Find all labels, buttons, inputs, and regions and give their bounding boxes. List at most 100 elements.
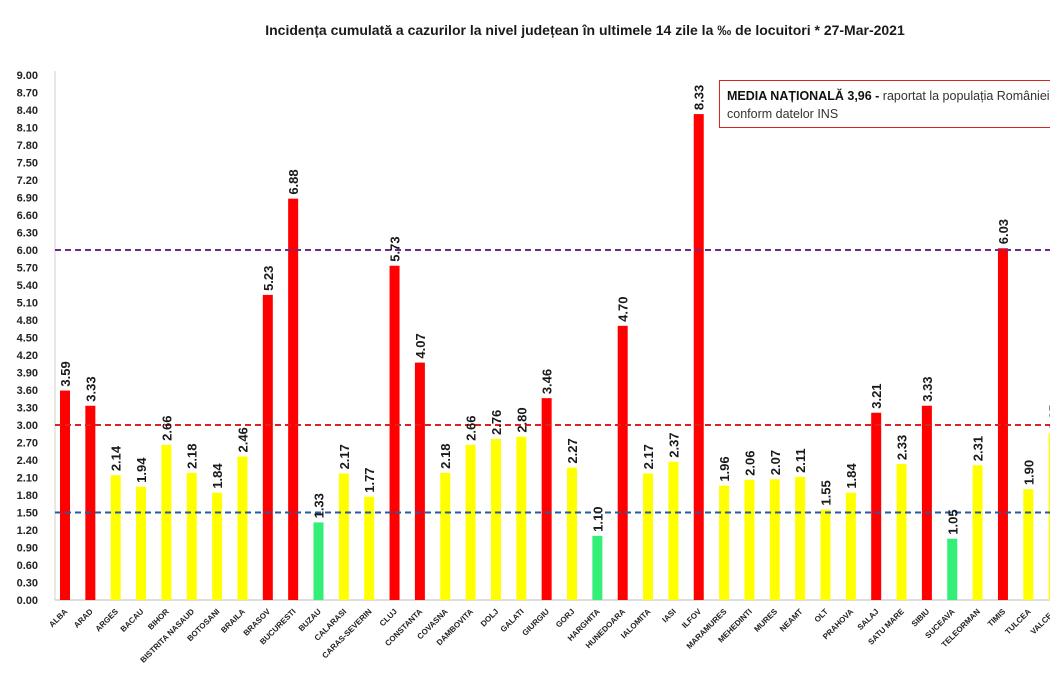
y-tick-label: 1.80	[17, 490, 38, 502]
bar-value-label: 1.10	[590, 507, 605, 532]
bar-value-label: 2.66	[464, 416, 479, 441]
y-tick-label: 7.50	[17, 158, 38, 170]
bar-covasna	[440, 472, 451, 600]
bar-bucuresti	[288, 198, 299, 600]
x-tick-label: SALAJ	[856, 607, 881, 632]
chart-title: Incidența cumulată a cazurilor la nivel …	[265, 22, 905, 38]
bar-value-label: 2.76	[489, 410, 504, 435]
x-tick-label: ARAD	[72, 607, 95, 630]
y-tick-label: 7.80	[17, 140, 38, 152]
bar-hunedoara	[617, 325, 628, 600]
y-tick-label: 8.40	[17, 105, 38, 117]
bar-value-label: 1.96	[717, 456, 732, 481]
bar-value-label: 1.05	[945, 509, 960, 534]
y-tick-label: 8.70	[17, 88, 38, 100]
y-tick-label: 4.20	[17, 350, 38, 362]
bar-satu-mare	[896, 464, 907, 600]
y-tick-label: 7.20	[17, 175, 38, 187]
national-average-annotation: MEDIA NAȚIONALĂ 3,96 - raportat la popul…	[719, 80, 1050, 128]
bar-alba	[60, 390, 70, 600]
bar-value-label: 2.17	[337, 444, 352, 469]
bar-teleorman	[972, 465, 983, 600]
y-tick-label: 9.00	[17, 70, 38, 82]
bar-value-label: 2.31	[971, 436, 986, 461]
x-tick-label: ARGES	[94, 607, 121, 634]
bar-value-label: 2.27	[565, 438, 580, 463]
y-tick-label: 6.60	[17, 210, 38, 222]
y-tick-label: 2.40	[17, 455, 38, 467]
bar-dolj	[490, 439, 501, 600]
y-tick-label: 3.60	[17, 385, 38, 397]
bar-bistrita-nasaud	[186, 472, 197, 600]
bar-gorj	[567, 467, 577, 600]
y-tick-label: 4.50	[17, 333, 38, 345]
bar-arges	[110, 475, 121, 600]
bar-value-label: 6.88	[286, 169, 301, 194]
x-tick-label: VALCEA	[1029, 607, 1050, 636]
x-tick-label: TULCEA	[1003, 607, 1032, 636]
bar-suceava	[947, 538, 958, 600]
x-tick-label: ALBA	[47, 607, 69, 629]
y-tick-label: 6.90	[17, 193, 38, 205]
x-tick-label: IASI	[660, 607, 677, 624]
bar-value-label: 2.85	[1047, 404, 1050, 429]
bar-dambovita	[465, 444, 476, 600]
bar-timis	[997, 248, 1008, 600]
bar-value-label: 4.07	[413, 333, 428, 358]
bar-value-label: 3.46	[540, 369, 555, 394]
y-tick-label: 1.50	[17, 508, 38, 520]
bar-value-label: 1.84	[844, 463, 859, 489]
bar-valcea	[1048, 433, 1050, 600]
bar-sibiu	[921, 405, 932, 600]
y-tick-label: 2.10	[17, 473, 38, 485]
bar-braila	[237, 456, 248, 600]
y-tick-label: 1.20	[17, 525, 38, 537]
bar-caras-severin	[364, 496, 375, 600]
x-tick-label: CARAS-SEVERIN	[320, 607, 373, 660]
y-tick-label: 0.00	[17, 595, 38, 607]
bar-salaj	[871, 412, 882, 600]
bar-constanta	[414, 362, 425, 600]
bar-value-label: 2.17	[641, 444, 656, 469]
bar-value-label: 5.23	[261, 266, 276, 291]
bar-ialomita	[643, 473, 654, 600]
bar-iasi	[668, 461, 679, 600]
bar-bihor	[161, 444, 172, 600]
bar-value-label: 1.94	[134, 457, 149, 483]
bar-giurgiu	[541, 398, 552, 600]
y-tick-label: 5.10	[17, 298, 38, 310]
bar-mehedinti	[744, 479, 755, 600]
x-tick-label: OLT	[813, 607, 830, 624]
bar-value-label: 2.07	[768, 450, 783, 475]
x-tick-label: TIMIS	[986, 607, 1008, 629]
bar-ilfov	[693, 114, 704, 600]
y-tick-label: 5.40	[17, 280, 38, 292]
bar-value-label: 1.77	[362, 467, 377, 492]
bar-cluj	[389, 265, 400, 600]
bar-value-label: 1.90	[1021, 460, 1036, 485]
y-tick-label: 6.00	[17, 245, 38, 257]
bar-value-label: 3.21	[869, 383, 884, 408]
annotation-text-line1: raportat la populația României	[879, 89, 1050, 103]
y-tick-label: 2.70	[17, 438, 38, 450]
bar-prahova	[845, 492, 856, 600]
bar-galati	[516, 436, 527, 600]
x-tick-label: DOLJ	[479, 607, 500, 628]
x-tick-label: CLUJ	[378, 607, 399, 628]
bar-calarasi	[338, 473, 349, 600]
bar-value-label: 2.06	[742, 451, 757, 476]
bar-value-label: 1.33	[312, 493, 327, 518]
bar-value-label: 6.03	[996, 219, 1011, 244]
bar-value-label: 2.46	[235, 427, 250, 452]
bar-value-label: 8.33	[692, 85, 707, 110]
y-tick-label: 5.70	[17, 263, 38, 275]
x-tick-label: ILFOV	[680, 607, 703, 630]
y-tick-label: 4.80	[17, 315, 38, 327]
bar-value-label: 2.33	[895, 435, 910, 460]
y-tick-label: 0.30	[17, 578, 38, 590]
bar-mures	[769, 479, 780, 600]
bar-tulcea	[1023, 489, 1034, 600]
bar-arad	[85, 405, 96, 600]
